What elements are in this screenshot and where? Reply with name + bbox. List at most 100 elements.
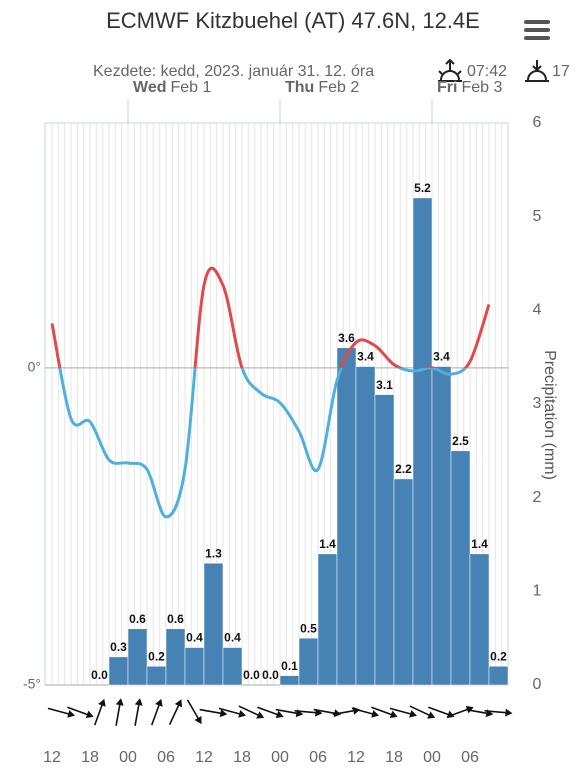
precip-bar — [393, 478, 414, 686]
x-tick-label: 06 — [461, 749, 479, 766]
precip-bar — [450, 450, 471, 686]
weekday: Thu — [285, 79, 314, 96]
wind-arrow — [257, 706, 284, 719]
weekday: Fri — [437, 79, 457, 96]
data-label: 0.6 — [129, 612, 146, 626]
precip-bar — [355, 366, 376, 686]
y2-tick-label: 4 — [533, 302, 542, 319]
wind-arrow-head — [194, 716, 202, 725]
date: Feb 3 — [461, 79, 502, 96]
wind-arrow-head — [427, 711, 436, 719]
data-label: 2.5 — [452, 434, 469, 448]
precip-bar — [488, 666, 509, 686]
sunrise-icon — [438, 58, 462, 82]
subtitle: Kezdete: kedd, 2023. január 31. 12. óra — [93, 63, 374, 80]
y-tick-label: 0° — [28, 359, 41, 375]
y2-tick-label: 1 — [533, 583, 542, 600]
wind-arrow-head — [174, 699, 183, 708]
wind-arrow-head — [238, 709, 247, 718]
data-label: 0.2 — [490, 649, 507, 663]
precip-bar — [298, 637, 319, 686]
temperature-line-below — [58, 367, 468, 519]
menu-icon[interactable] — [524, 20, 550, 40]
sunset-time: 17 — [552, 63, 570, 80]
y2-axis-title: Precipitation (mm) — [541, 350, 558, 480]
y2-tick-label: 0 — [533, 676, 542, 693]
wind-arrow — [389, 707, 418, 718]
x-tick-label: 18 — [81, 749, 99, 766]
wind-arrow-head — [85, 710, 94, 719]
precip-bar — [374, 394, 395, 686]
sunset-icon — [525, 60, 549, 82]
data-label: 2.2 — [395, 462, 412, 476]
day-label: Wed Feb 1 — [133, 79, 212, 96]
data-label: 0.1 — [281, 659, 298, 673]
data-label: 3.1 — [376, 378, 393, 392]
precip-bar — [184, 647, 205, 686]
wind-arrow-head — [389, 710, 398, 719]
sunrise-time: 07:42 — [467, 63, 507, 80]
x-tick-label: 18 — [385, 749, 403, 766]
y2-tick-label: 6 — [533, 114, 542, 131]
precip-bar — [165, 628, 186, 686]
precip-bar — [279, 675, 300, 686]
data-label: 1.4 — [471, 537, 488, 551]
precip-bar — [108, 656, 129, 686]
data-label: 3.4 — [357, 350, 374, 364]
wind-arrow — [409, 705, 436, 719]
wind-arrow-head — [155, 698, 163, 707]
x-tick-label: 00 — [423, 749, 441, 766]
wind-arrow — [218, 707, 247, 718]
data-label: 0.3 — [110, 640, 127, 654]
wind-arrow — [186, 699, 202, 725]
x-tick-label: 18 — [233, 749, 251, 766]
data-label: 1.3 — [205, 546, 222, 560]
wind-arrow-head — [98, 698, 106, 707]
x-tick-label: 06 — [309, 749, 327, 766]
data-label: 3.4 — [433, 350, 450, 364]
precip-bar — [146, 666, 167, 686]
chart-title: ECMWF Kitzbuehel (AT) 47.6N, 12.4E — [106, 8, 480, 33]
wind-arrow — [150, 698, 163, 726]
weekday: Wed — [133, 79, 166, 96]
date: Feb 2 — [318, 79, 359, 96]
precip-bar — [203, 562, 224, 686]
precip-bar — [412, 197, 433, 686]
precip-bar — [336, 347, 357, 686]
data-label: 0.0 — [262, 668, 279, 682]
wind-arrow — [199, 708, 228, 718]
wind-arrow — [134, 698, 143, 726]
wind-arrow — [47, 707, 76, 718]
wind-arrow-head — [115, 698, 124, 706]
wind-arrow-head — [256, 711, 265, 719]
data-label: 0.4 — [186, 631, 203, 645]
wind-arrow-head — [134, 698, 143, 706]
wind-arrow — [93, 698, 106, 726]
wind-arrow — [484, 708, 513, 717]
day-label: Thu Feb 2 — [285, 79, 359, 96]
wind-arrow-head — [505, 708, 513, 717]
precip-bar — [317, 553, 338, 686]
data-label: 0.5 — [300, 621, 317, 635]
wind-arrow-head — [219, 709, 228, 718]
x-tick-label: 06 — [157, 749, 175, 766]
wind-arrow — [168, 699, 183, 726]
x-tick-label: 00 — [271, 749, 289, 766]
day-label: Fri Feb 3 — [437, 79, 502, 96]
data-label: 0.6 — [167, 612, 184, 626]
data-label: 5.2 — [414, 181, 431, 195]
wind-arrow — [67, 706, 94, 719]
data-label: 0.2 — [148, 649, 165, 663]
y-tick-label: -5° — [23, 676, 41, 692]
y2-tick-label: 5 — [533, 208, 542, 225]
y2-tick-label: 3 — [533, 395, 542, 412]
data-label: 1.4 — [319, 537, 336, 551]
x-tick-label: 12 — [43, 749, 61, 766]
wind-arrow — [238, 705, 265, 719]
x-tick-label: 00 — [119, 749, 137, 766]
data-label: 0.0 — [243, 668, 260, 682]
wind-arrow-head — [67, 709, 76, 718]
date: Feb 1 — [170, 79, 211, 96]
wind-arrow — [115, 698, 124, 726]
